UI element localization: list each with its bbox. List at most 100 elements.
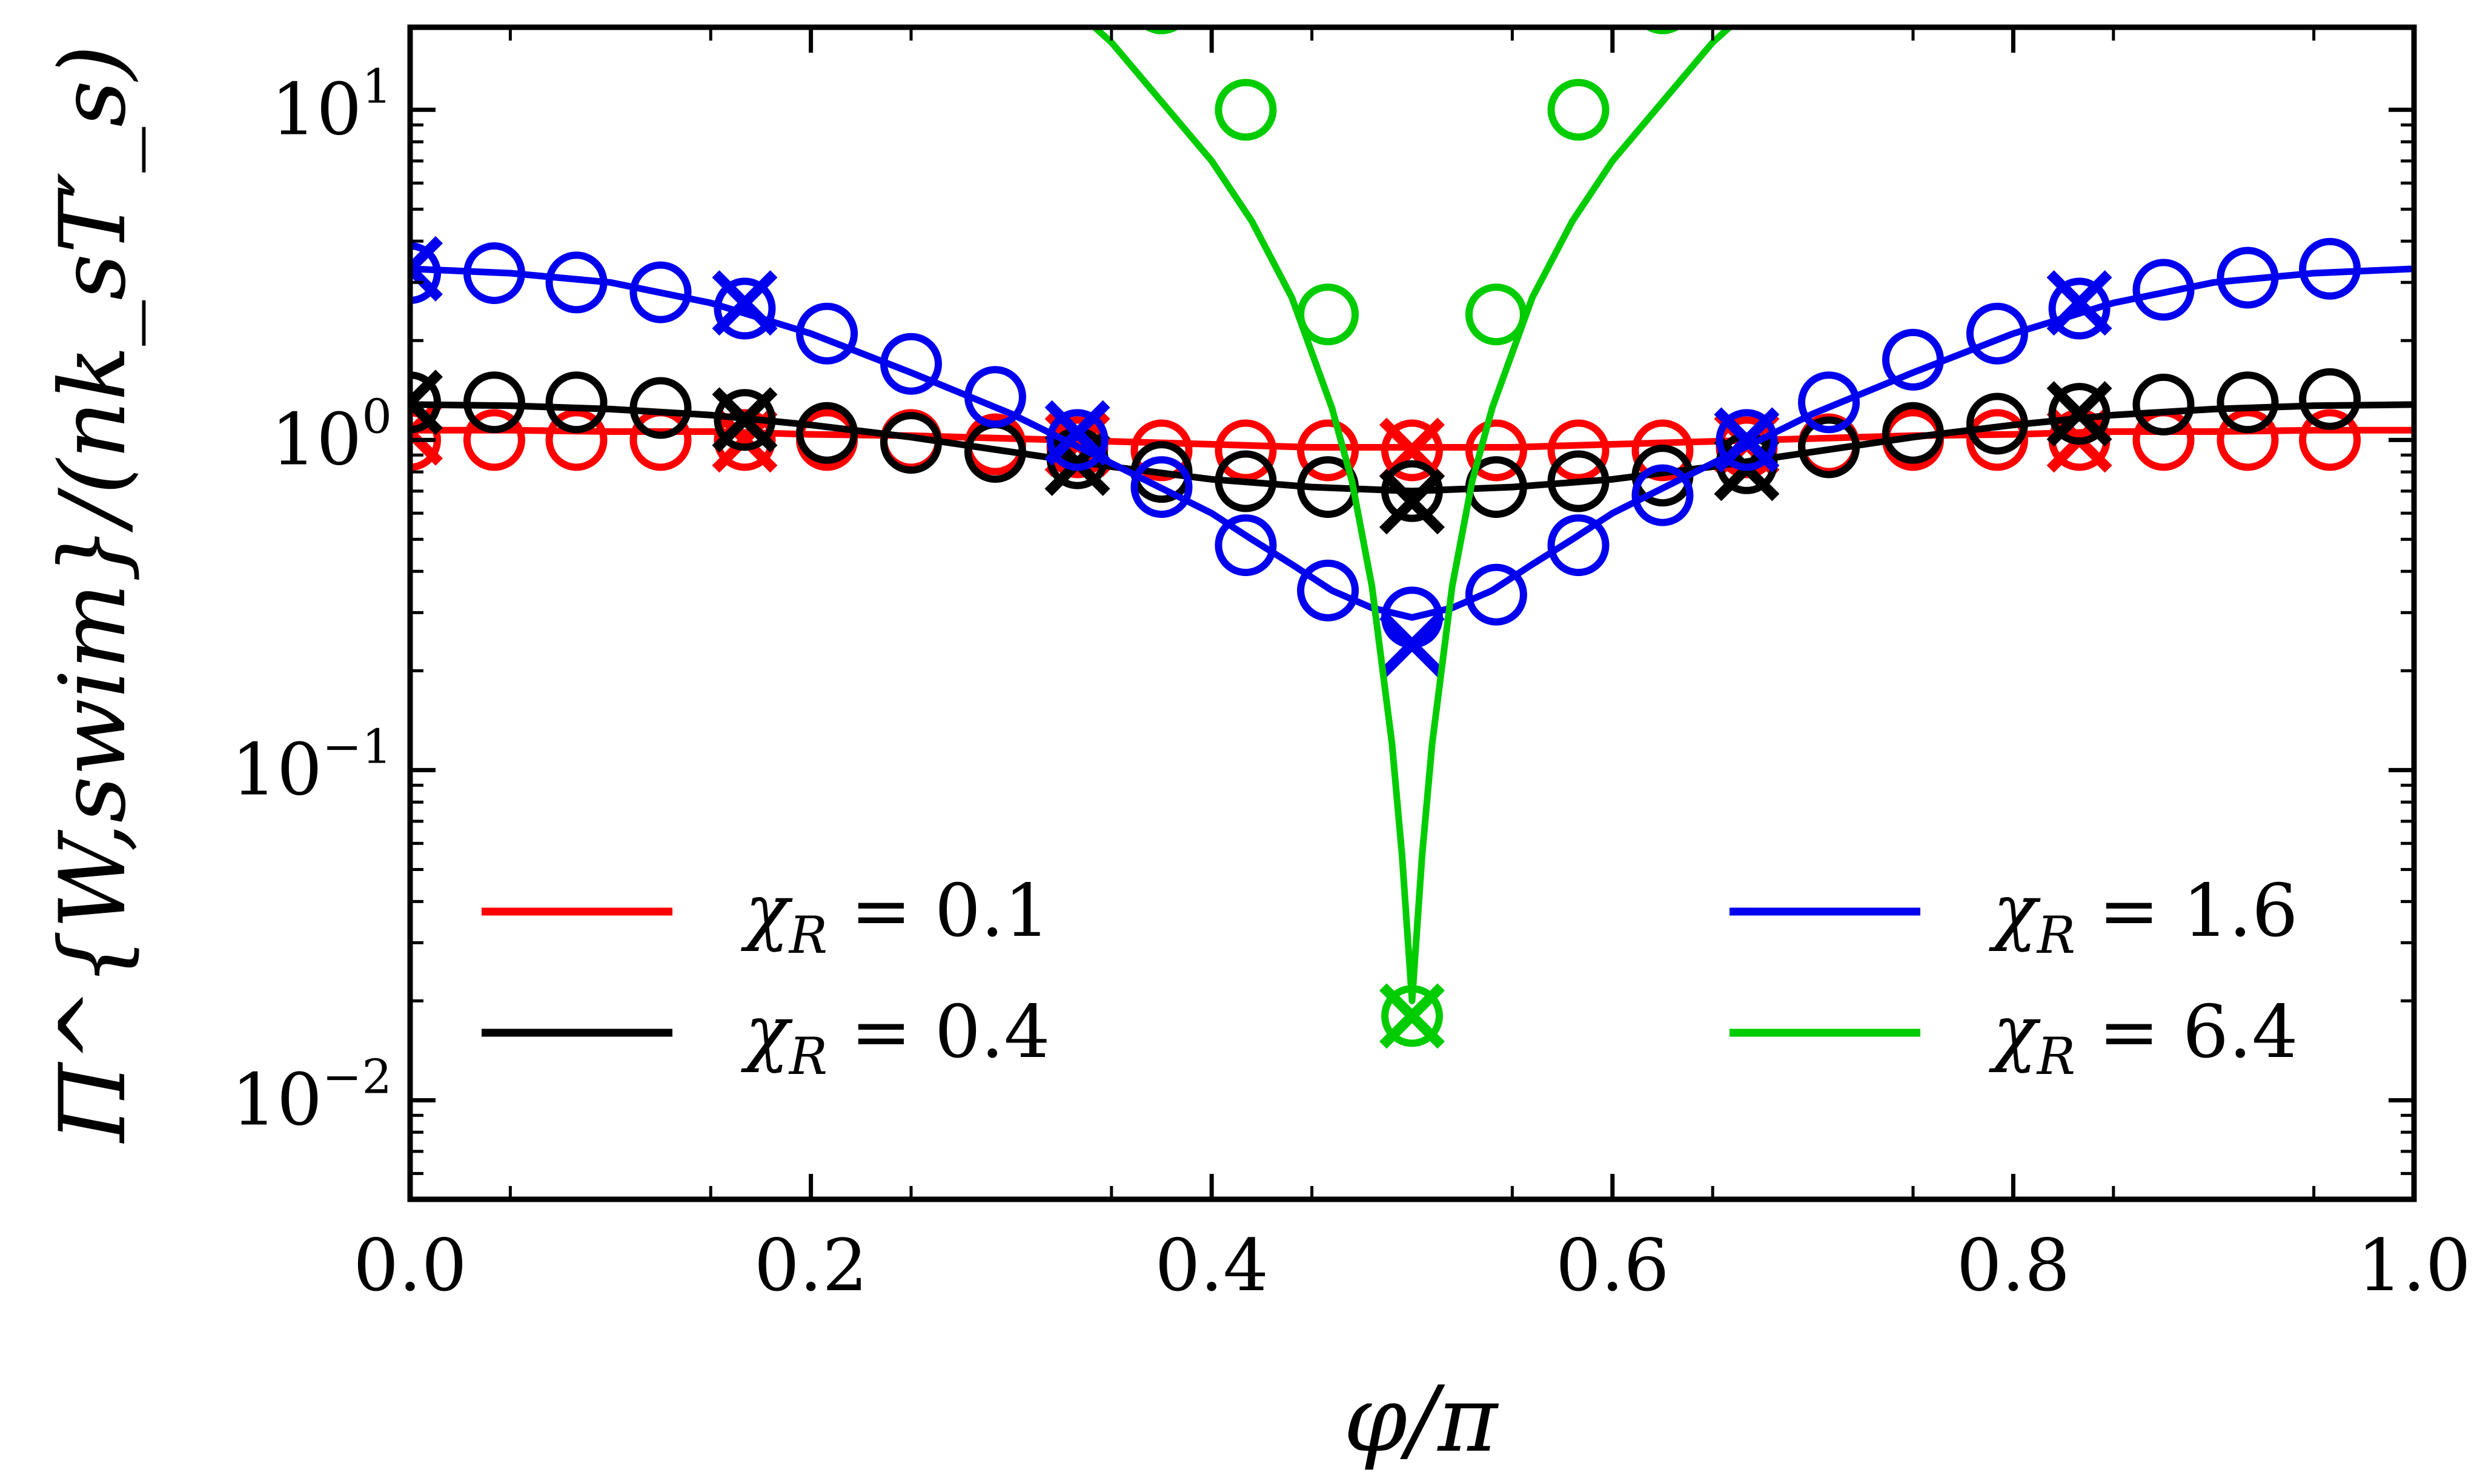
y-tick-label: 100	[271, 389, 392, 481]
series-0-circle-marker	[1130, 419, 1193, 482]
series-0-circle-marker	[1297, 419, 1359, 482]
series-0-circle-marker	[2217, 409, 2279, 471]
series-0-circle-marker	[2299, 409, 2361, 471]
series-0-circle-marker	[629, 409, 692, 471]
series-1-circle-marker	[2299, 368, 2361, 430]
cross-stroke	[410, 395, 443, 436]
series-2-circle-marker	[1215, 514, 1277, 577]
legend-label: χR = 1.6	[1989, 869, 2298, 965]
series-2-circle-marker	[1130, 456, 1193, 518]
series-2-cross-marker	[1379, 612, 1445, 678]
legend-layer: χR = 0.1 χR = 0.4 χR = 1.6 χR = 6.4	[482, 869, 2298, 1086]
series-1-cross-marker	[1044, 430, 1110, 496]
series-1-cross-marker	[2046, 381, 2112, 447]
series-2-circle-marker	[1716, 409, 1778, 471]
series-1-circle-marker	[545, 371, 608, 434]
cross-stroke	[1379, 469, 1445, 535]
series-3-circle-marker	[1215, 79, 1277, 141]
cross-stroke	[1379, 983, 1445, 1049]
series-1-circle-marker	[1798, 416, 1860, 479]
series-1-cross-marker	[1379, 469, 1445, 535]
y-tick-label: 10−1	[231, 720, 392, 811]
series-1-cross-marker	[712, 387, 778, 453]
cross-stroke	[1379, 612, 1445, 678]
cross-stroke	[410, 236, 443, 276]
series-2-circle-marker	[714, 277, 776, 340]
series-2-circle-marker	[463, 242, 525, 304]
series-2-circle-marker	[2132, 259, 2195, 321]
series-2-circle-marker	[1798, 371, 1860, 434]
series-0-circle-marker	[1465, 419, 1527, 482]
series-3-circle-marker	[1643, 27, 1682, 35]
legend-label: χR = 6.4	[1989, 990, 2298, 1086]
series-2-circle-marker	[2217, 247, 2279, 309]
series-3-circle-marker	[1547, 79, 1610, 141]
x-tick-label: 0.8	[1957, 1224, 2071, 1307]
cross-stroke	[1044, 400, 1110, 466]
series-1-circle-marker	[1966, 393, 2028, 455]
legend-entry: χR = 0.4	[482, 990, 1050, 1086]
series-0-circle-marker	[545, 409, 608, 471]
series-3-circle-marker	[1297, 283, 1359, 346]
series-3-circle-marker	[1381, 985, 1443, 1047]
series-1-circle-marker	[1381, 460, 1443, 522]
x-tick-label: 0.0	[353, 1224, 467, 1307]
series-layer	[410, 27, 2414, 1049]
series-1-circle-marker	[463, 371, 525, 434]
series-2-circle-marker	[1046, 409, 1109, 471]
series-line-3	[1089, 27, 1735, 1004]
series-2-circle-marker	[2048, 277, 2111, 340]
series-1-circle-marker	[2132, 373, 2195, 436]
y-axis-label: Π^{W,swim}/(nk_sT′_s)	[41, 45, 146, 1144]
x-tick-label: 0.6	[1556, 1224, 1670, 1307]
series-3-cross-marker	[1379, 983, 1445, 1049]
series-1-circle-marker	[2048, 383, 2111, 445]
legend-entry: χR = 1.6	[1729, 869, 2298, 965]
series-3-circle-marker	[1465, 283, 1527, 346]
cross-stroke	[1044, 430, 1110, 496]
series-0-circle-marker	[463, 409, 525, 471]
series-2-circle-marker	[1297, 559, 1359, 621]
series-1-circle-marker	[410, 371, 441, 434]
series-2-cross-marker	[1714, 407, 1780, 473]
series-2-circle-marker	[1882, 328, 1944, 391]
cross-stroke	[410, 261, 443, 302]
cross-stroke	[410, 400, 443, 440]
series-0-cross-marker	[410, 400, 443, 466]
cross-stroke	[2046, 381, 2112, 447]
series-2-circle-marker	[410, 242, 441, 304]
series-0-circle-marker	[1381, 419, 1443, 482]
series-2-circle-marker	[545, 251, 608, 314]
series-2-circle-marker	[1547, 514, 1610, 577]
series-2-circle-marker	[629, 261, 692, 323]
series-1-cross-marker	[410, 369, 443, 436]
series-2-circle-marker	[796, 302, 858, 365]
series-2-cross-marker	[1044, 400, 1110, 466]
y-tick-label: 10−2	[231, 1050, 392, 1141]
x-tick-label: 0.2	[754, 1224, 868, 1307]
series-1-circle-marker	[880, 412, 942, 474]
series-1-circle-marker	[1547, 450, 1610, 512]
series-3-circle-marker	[1142, 27, 1181, 35]
series-2-cross-marker	[2046, 270, 2112, 336]
cross-stroke	[712, 387, 778, 453]
series-0-circle-marker	[1631, 419, 1694, 482]
series-2-circle-marker	[880, 333, 942, 395]
series-1-circle-marker	[1882, 402, 1944, 464]
series-1-circle-marker	[2217, 371, 2279, 434]
legend-label: χR = 0.4	[741, 990, 1050, 1086]
series-2-circle-marker	[1631, 464, 1694, 526]
series-2-cross-marker	[712, 270, 778, 336]
series-0-circle-marker	[1966, 409, 2028, 471]
series-1-circle-marker	[796, 402, 858, 464]
series-1-circle-marker	[714, 389, 776, 451]
cross-stroke	[410, 425, 443, 466]
series-line-2	[410, 265, 2414, 621]
axis-layer: 0.00.20.40.60.81.010−210−1100101102	[231, 24, 2471, 1307]
series-3	[1089, 27, 1735, 1049]
series-2-circle-marker	[1465, 563, 1527, 626]
x-axis-label: φ/π	[1344, 1367, 1499, 1472]
series-2	[410, 236, 2414, 678]
cross-stroke	[712, 270, 778, 336]
